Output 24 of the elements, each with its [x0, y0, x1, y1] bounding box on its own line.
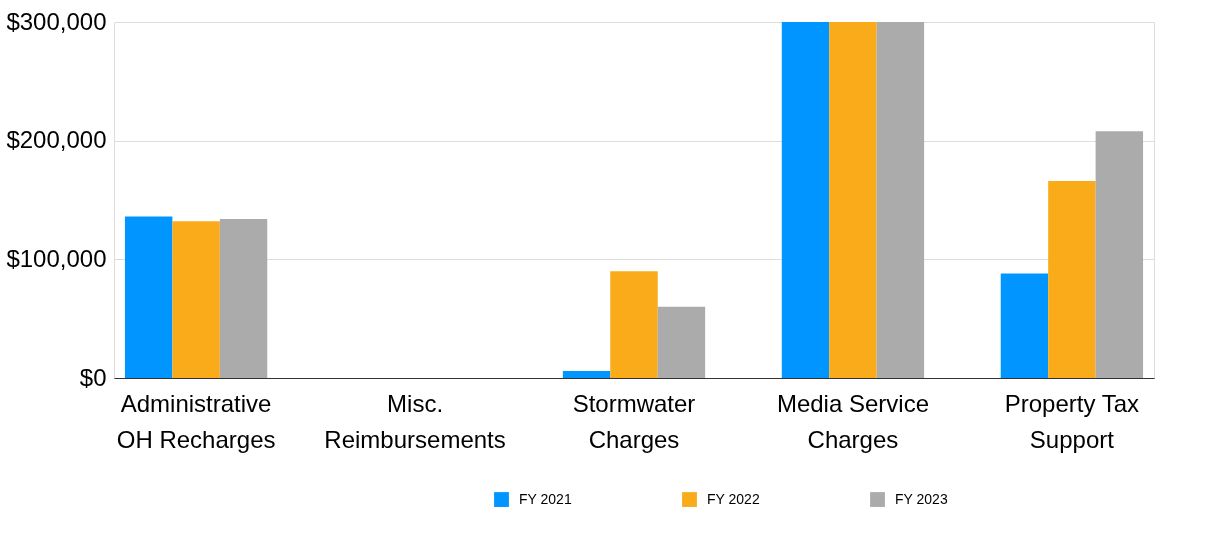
- bar: [781, 22, 830, 378]
- x-tick-label: Media Service Charges: [776, 389, 929, 453]
- bar: [1048, 181, 1096, 378]
- bar: [1095, 131, 1144, 378]
- bar: [657, 306, 706, 378]
- x-tick-label: Stormwater Charges: [572, 389, 696, 453]
- bar: [1000, 273, 1049, 378]
- y-tick-label: $100,000: [6, 244, 107, 272]
- legend-label: FY 2022: [707, 490, 760, 507]
- x-tick-label: Property Tax Support: [1004, 389, 1140, 453]
- bar: [219, 218, 268, 378]
- y-tick-label: $300,000: [6, 7, 107, 35]
- y-tick-label: $0: [79, 363, 107, 391]
- bar: [172, 221, 220, 378]
- x-tick-label: Administrative OH Recharges: [116, 389, 276, 453]
- bar: [562, 370, 611, 378]
- bar: [124, 216, 173, 378]
- legend-label: FY 2021: [519, 490, 572, 507]
- x-tick-label: Misc. Reimbursements: [324, 389, 506, 453]
- bar: [829, 22, 877, 378]
- y-tick-label: $200,000: [6, 126, 107, 154]
- bar: [876, 22, 925, 378]
- bar: [610, 271, 658, 378]
- legend-label: FY 2023: [895, 490, 948, 507]
